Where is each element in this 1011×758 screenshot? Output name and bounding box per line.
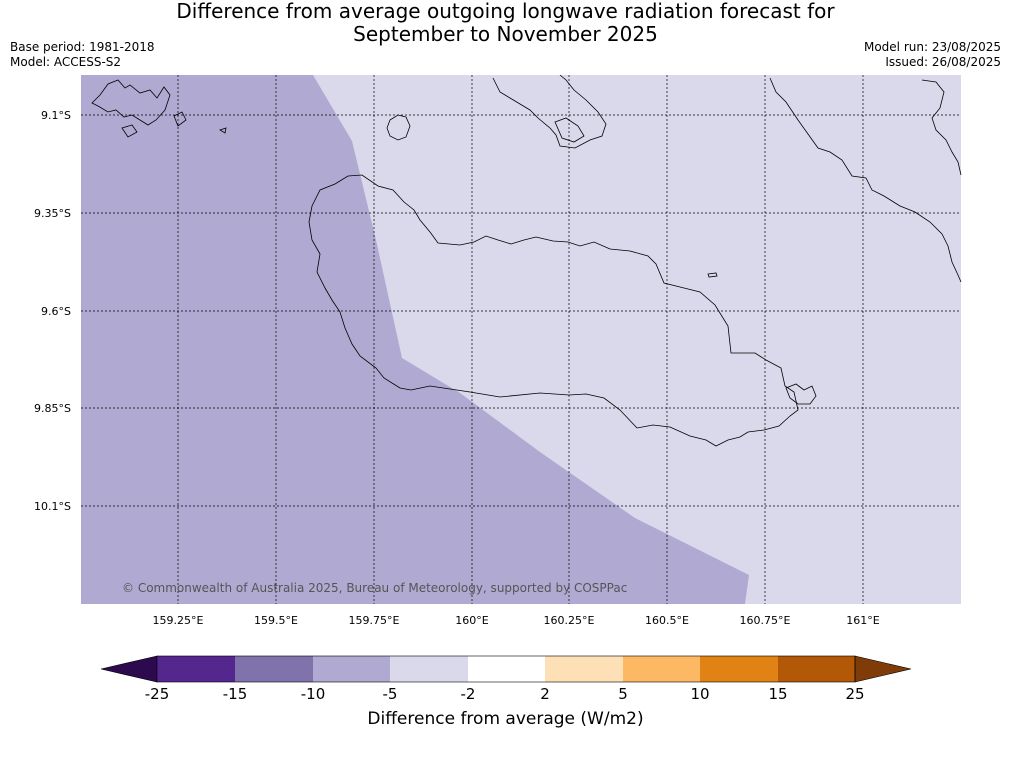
map-panel: 9.1°S 9.35°S 9.6°S 9.85°S 10.1°S 159.25°…	[34, 74, 962, 627]
coastline-northeast-isles	[921, 79, 962, 176]
coastline-north-central	[492, 74, 607, 149]
lat-label-9.6: 9.6°S	[41, 305, 71, 318]
colorbar-tick--25: -25	[145, 685, 170, 703]
colorbar-extend-high	[854, 655, 912, 683]
copyright-notice: © Commonwealth of Australia 2025, Bureau…	[122, 581, 627, 595]
lat-label-9.85: 9.85°S	[34, 402, 71, 415]
coastlines	[91, 74, 962, 447]
colorbar-tick-2: 2	[540, 685, 550, 703]
model-name: Model: ACCESS-S2	[10, 55, 122, 69]
lat-label-9.1: 9.1°S	[41, 109, 71, 122]
colorbar-extend-low	[100, 655, 158, 683]
model-run: Model run: 23/08/2025	[863, 40, 1001, 54]
coastline-north-central-islands	[554, 117, 585, 143]
lon-label-159.5: 159.5°E	[254, 614, 298, 627]
region-medium	[81, 75, 749, 604]
colorbar-tick--2: -2	[461, 685, 476, 703]
colorbar-tick-10: 10	[690, 685, 709, 703]
meta-right: Model run: 23/08/2025 Issued: 26/08/2025	[864, 40, 1001, 70]
coastline-east-islet	[785, 383, 817, 405]
lon-label-160.5: 160.5°E	[645, 614, 689, 627]
lon-label-159.25: 159.25°E	[153, 614, 204, 627]
colorbar-segment-7	[623, 656, 700, 682]
colorbar-segment-1	[157, 656, 235, 682]
colorbar-segment-3	[313, 656, 390, 682]
colorbar-segment-6	[545, 656, 623, 682]
base-period: Base period: 1981-2018	[10, 40, 155, 54]
coastline-round-island	[386, 114, 411, 141]
lon-label-161: 161°E	[846, 614, 879, 627]
coastline-northeast	[769, 77, 962, 283]
colorbar-outline	[156, 655, 856, 683]
lon-label-160.75: 160.75°E	[740, 614, 791, 627]
lon-label-160: 160°E	[455, 614, 488, 627]
chart-title: Difference from average outgoing longwav…	[0, 0, 1011, 46]
coastline-northwest-islet-b	[173, 111, 187, 127]
colorbar-tick--15: -15	[223, 685, 248, 703]
lat-label-10.1: 10.1°S	[34, 500, 71, 513]
coastline-main-island	[308, 174, 799, 447]
gridlines	[81, 75, 961, 604]
colorbar-tick--10: -10	[301, 685, 326, 703]
colorbar-segment-9	[778, 656, 855, 682]
lon-label-160.25: 160.25°E	[544, 614, 595, 627]
issued-date: Issued: 26/08/2025	[885, 55, 1001, 69]
colorbar-segment-5	[468, 656, 545, 682]
title-line-1: Difference from average outgoing longwav…	[176, 0, 835, 23]
coastline-northwest-islet-c	[219, 127, 227, 134]
colorbar-tick-25: 25	[845, 685, 864, 703]
colorbar-tick-15: 15	[768, 685, 787, 703]
colorbar-segment-4	[390, 656, 468, 682]
colorbar: -25 -15 -10 -5 -2 2 5 10 15 25	[100, 655, 912, 703]
coastline-small-islet	[707, 272, 718, 278]
colorbar-label: Difference from average (W/m2)	[367, 709, 644, 729]
meta-left: Base period: 1981-2018 Model: ACCESS-S2	[10, 40, 155, 70]
lon-label-159.75: 159.75°E	[349, 614, 400, 627]
coastline-northwest-islands	[91, 79, 171, 126]
coastline-northwest-islet-a	[121, 124, 138, 138]
lat-label-9.35: 9.35°S	[34, 207, 71, 220]
colorbar-tick-5: 5	[618, 685, 628, 703]
colorbar-tick--5: -5	[383, 685, 398, 703]
title-line-2: September to November 2025	[353, 22, 658, 46]
colorbar-segment-2	[235, 656, 313, 682]
colorbar-segment-8	[700, 656, 778, 682]
